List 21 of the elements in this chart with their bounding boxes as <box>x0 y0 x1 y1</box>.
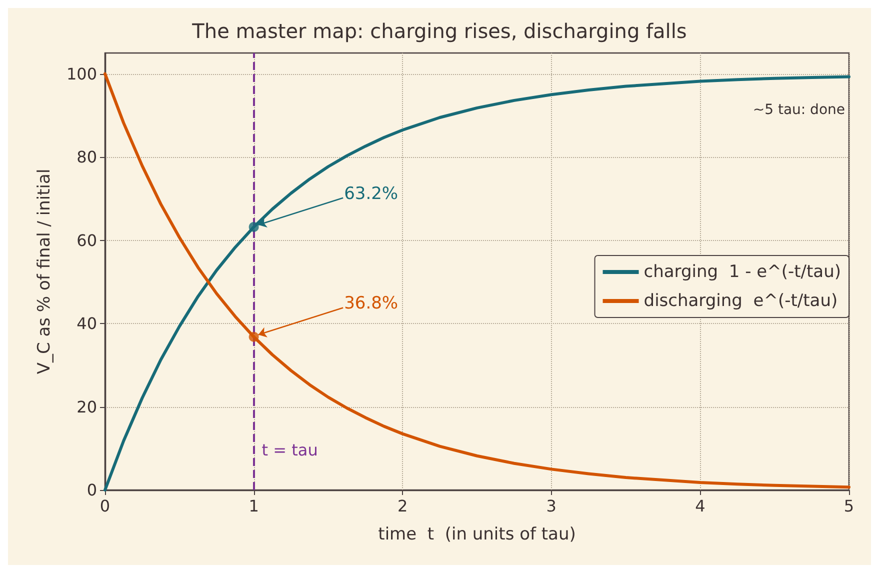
y-tick-label: 0 <box>86 480 97 500</box>
y-tick-label: 20 <box>76 397 97 416</box>
y-tick-label: 80 <box>76 148 97 167</box>
legend-label: charging 1 - e^(-t/tau) <box>644 262 842 282</box>
chart-title: The master map: charging rises, discharging falls <box>191 19 687 43</box>
y-tick-label: 40 <box>76 314 97 334</box>
y-axis-title: V_C as % of final / initial <box>34 168 54 374</box>
x-tick-label: 2 <box>398 496 408 516</box>
x-tick-label: 3 <box>546 496 556 516</box>
legend-label: discharging e^(-t/tau) <box>644 291 838 311</box>
x-axis-title: time t (in units of tau) <box>378 524 576 544</box>
y-tick-label: 100 <box>66 64 97 84</box>
y-tick-label: 60 <box>76 230 97 250</box>
x-tick-label: 5 <box>844 496 854 516</box>
x-tick-label: 4 <box>695 496 706 516</box>
x-tick-label: 0 <box>100 496 110 516</box>
ref-line-label: t = tau <box>262 440 318 460</box>
annotation: 36.8% <box>344 294 398 314</box>
annotation: 63.2% <box>344 184 398 204</box>
x-tick-label: 1 <box>248 496 259 516</box>
annotation: ~5 tau: done <box>752 102 846 118</box>
